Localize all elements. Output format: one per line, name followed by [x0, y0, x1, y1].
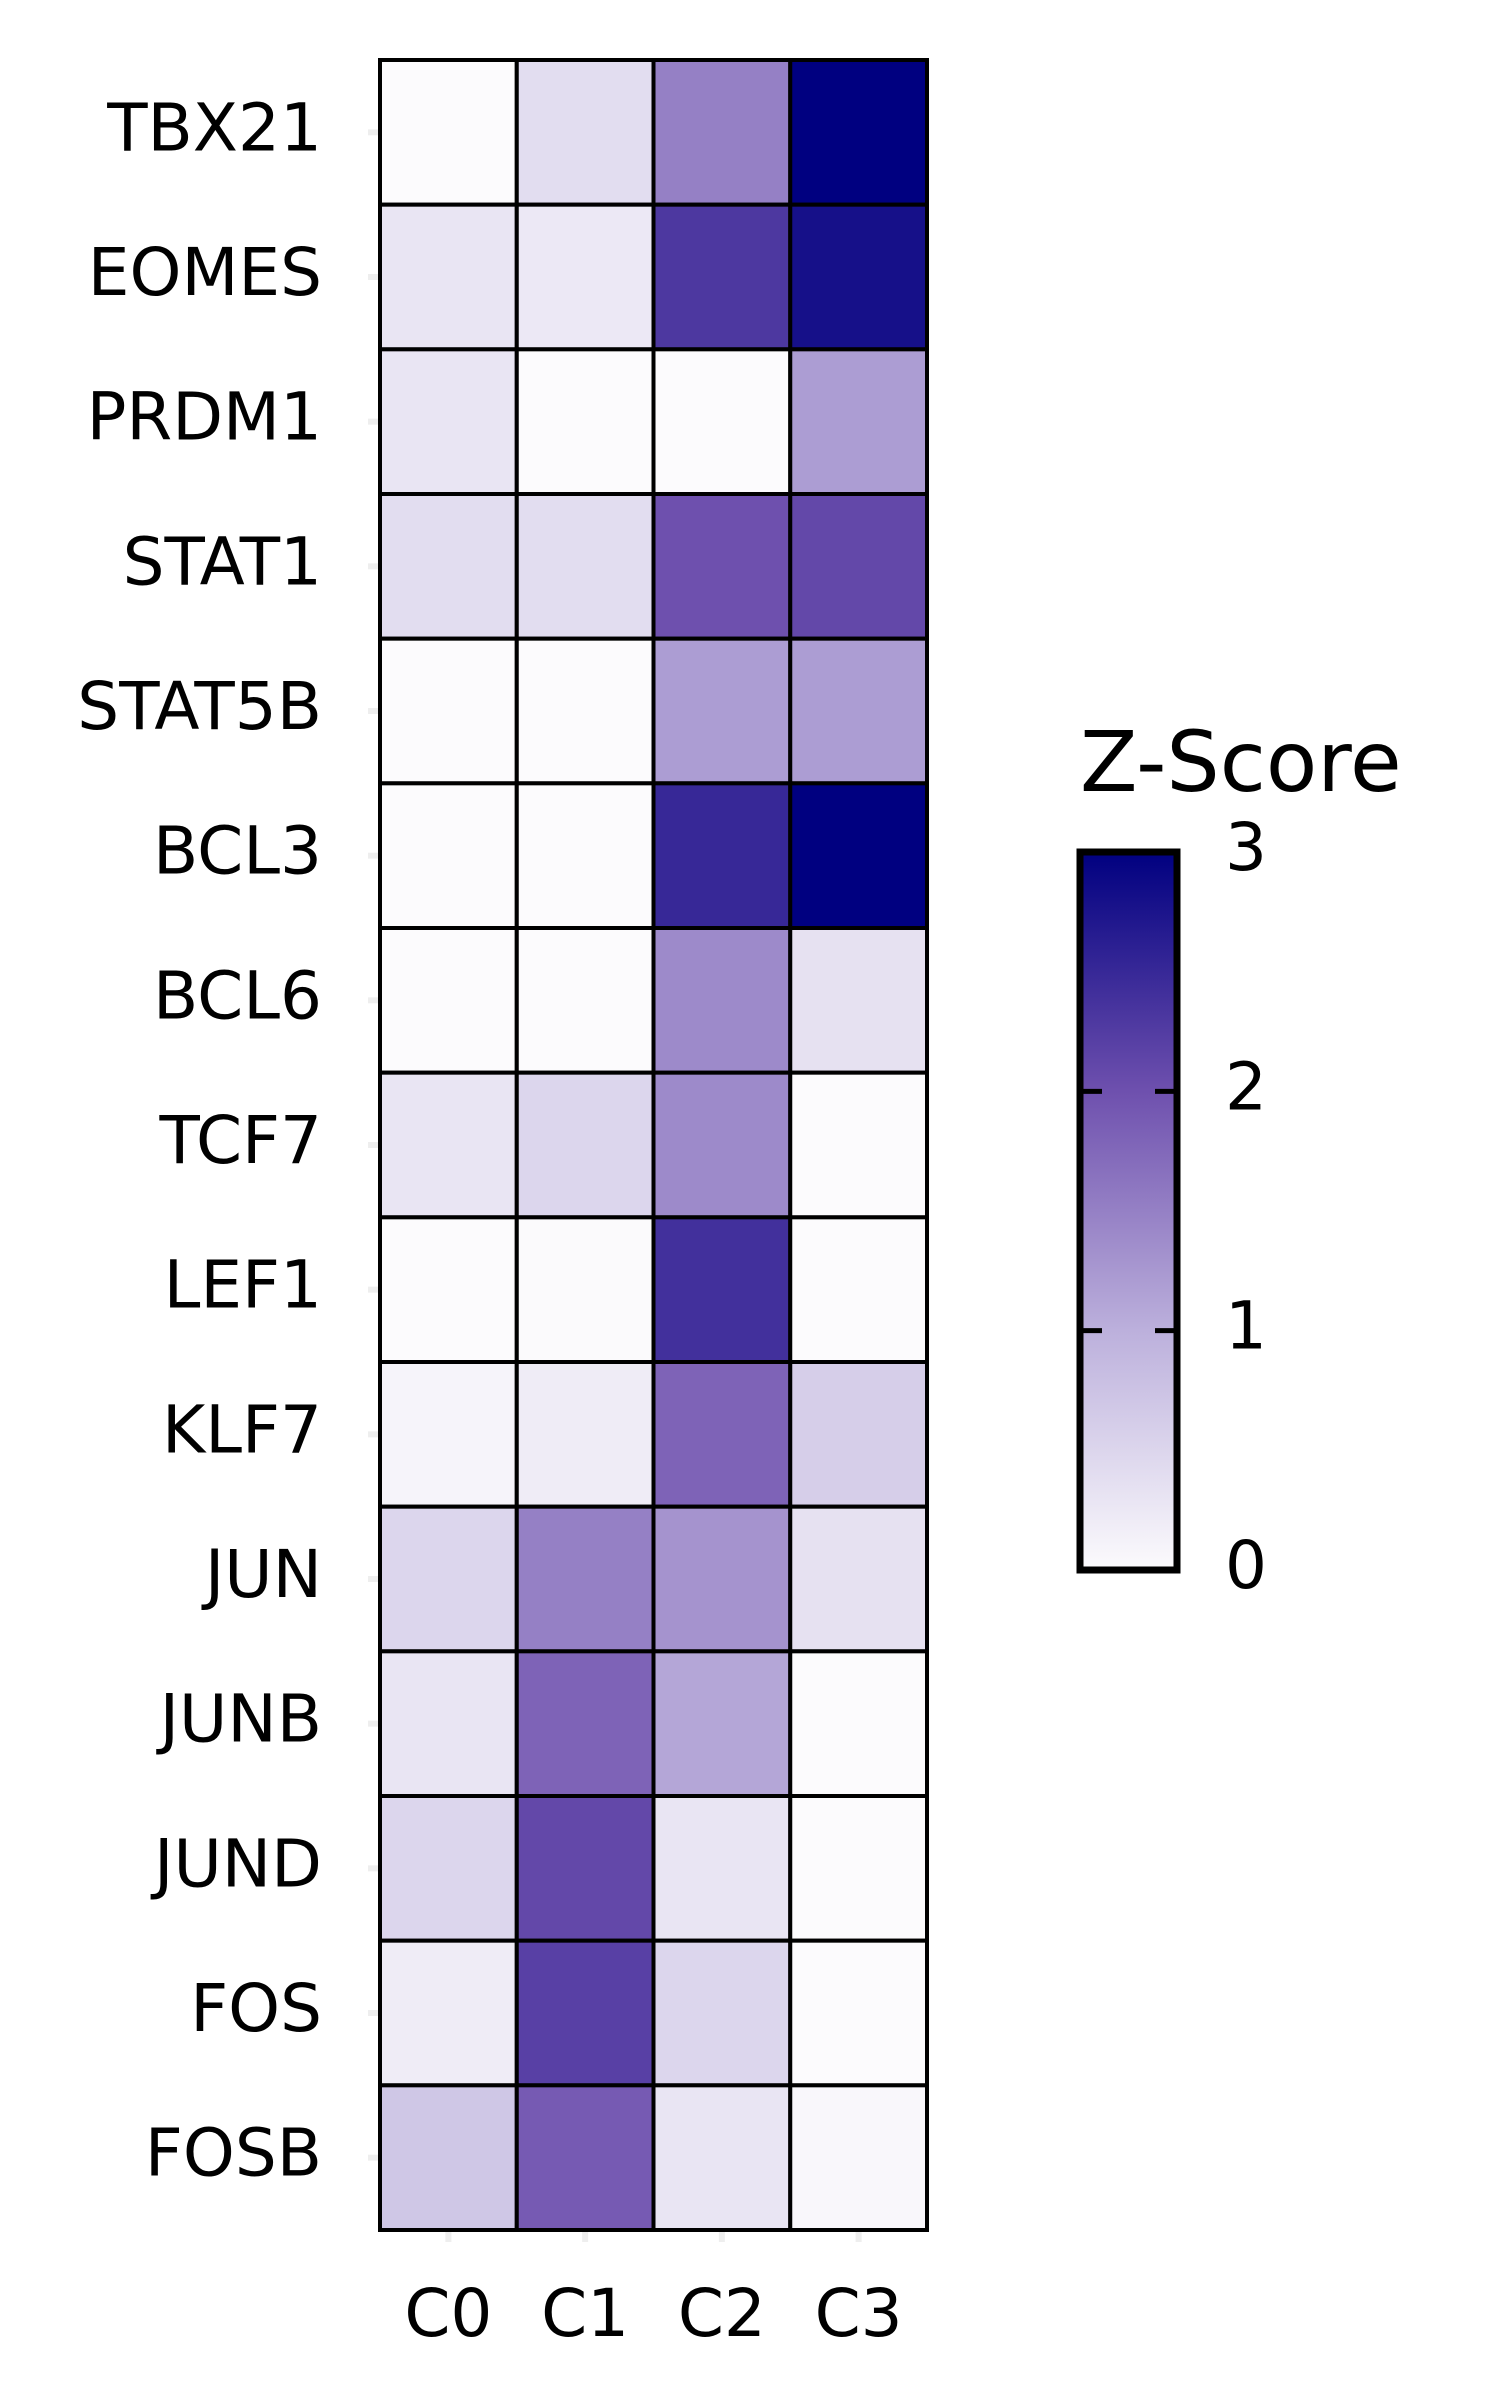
heatmap-cell	[378, 926, 519, 1075]
heatmap-cell	[788, 58, 929, 207]
heatmap-cell	[651, 347, 793, 497]
y-tick-label: BCL6	[153, 957, 322, 1034]
heatmap-cell	[378, 202, 519, 352]
heatmap-cell	[788, 926, 929, 1075]
y-tick-label: BCL3	[153, 813, 322, 890]
heatmap-cell	[514, 1504, 656, 1654]
heatmap-cell	[514, 1794, 656, 1943]
heatmap-cell	[514, 1938, 656, 2088]
colorbar-tick-label: 2	[1225, 1048, 1267, 1125]
heatmap-cell	[514, 1070, 656, 1220]
heatmap-cell	[378, 58, 519, 207]
y-tick-label: KLF7	[162, 1391, 322, 1468]
heatmap-cell	[514, 58, 656, 207]
heatmap-cell	[514, 202, 656, 352]
heatmap-cell	[651, 1938, 793, 2088]
heatmap-cell	[651, 636, 793, 786]
y-tick-label: FOSB	[145, 2115, 322, 2192]
y-tick-label: PRDM1	[87, 379, 322, 456]
x-tick-label: C2	[678, 2275, 766, 2352]
colorbar-tick-label: 3	[1225, 809, 1267, 886]
y-tick-label: EOMES	[88, 234, 322, 311]
x-tick-label: C3	[815, 2275, 903, 2352]
y-tick-label: STAT1	[123, 523, 322, 600]
heatmap-cell	[788, 1794, 929, 1943]
heatmap-cell	[378, 1794, 519, 1943]
heatmap-cell	[788, 1360, 929, 1509]
x-tick-label: C0	[404, 2275, 492, 2352]
heatmap-cell	[514, 1649, 656, 1799]
heatmap-cell	[514, 636, 656, 786]
heatmap-cell	[514, 781, 656, 930]
y-tick-label: TCF7	[159, 1102, 323, 1179]
colorbar-frame	[1076, 848, 1181, 1574]
heatmap-cell	[788, 347, 929, 497]
heatmap-cell	[378, 492, 519, 641]
heatmap-cell	[378, 636, 519, 786]
heatmap-cell	[378, 347, 519, 497]
heatmap-cell	[788, 1070, 929, 1220]
colorbar-tick-label: 0	[1225, 1527, 1267, 1604]
heatmap-cell	[651, 2083, 793, 2232]
heatmap-cell	[378, 1938, 519, 2088]
heatmap-cell	[514, 1360, 656, 1509]
heatmap-cell	[651, 1070, 793, 1220]
heatmap-cell	[788, 781, 929, 930]
y-tick-label: JUNB	[156, 1681, 322, 1758]
heatmap-cell	[788, 1215, 929, 1365]
heatmap-cell	[514, 347, 656, 497]
y-tick-label: JUND	[150, 1825, 322, 1902]
heatmap-cell	[378, 2083, 519, 2232]
heatmap-cell	[378, 1360, 519, 1509]
heatmap-cell	[514, 492, 656, 641]
heatmap-cell	[651, 1360, 793, 1509]
heatmap-cell	[651, 781, 793, 930]
heatmap-cell	[788, 2083, 929, 2232]
heatmap-cell	[378, 1070, 519, 1220]
heatmap-cell	[788, 636, 929, 786]
heatmap-frame	[378, 58, 929, 2232]
heatmap-cell	[378, 1649, 519, 1799]
heatmap-cell	[651, 492, 793, 641]
heatmap-cell	[651, 1649, 793, 1799]
heatmap-cell	[514, 926, 656, 1075]
heatmap-cell	[788, 1649, 929, 1799]
colorbar-title: Z-Score	[1080, 713, 1402, 811]
heatmap-cell	[651, 1794, 793, 1943]
heatmap-cell	[378, 1215, 519, 1365]
colorbar	[1080, 852, 1177, 1570]
y-tick-label: LEF1	[164, 1247, 322, 1324]
heatmap-cell	[514, 2083, 656, 2232]
y-tick-label: FOS	[190, 1970, 322, 2047]
heatmap-cell	[651, 202, 793, 352]
colorbar-tick-label: 1	[1225, 1288, 1267, 1365]
heatmap-cell	[788, 1938, 929, 2088]
heatmap-cell	[788, 492, 929, 641]
heatmap-cell	[651, 1504, 793, 1654]
heatmap-cell	[651, 1215, 793, 1365]
x-tick-label: C1	[541, 2275, 629, 2352]
y-tick-label: TBX21	[106, 89, 322, 166]
heatmap-cell	[788, 1504, 929, 1654]
y-tick-label: STAT5B	[77, 668, 322, 745]
heatmap-cell	[788, 202, 929, 352]
heatmap-cell	[651, 58, 793, 207]
y-tick-label: JUN	[201, 1536, 322, 1613]
heatmap-cell	[651, 926, 793, 1075]
heatmap-cell	[378, 781, 519, 930]
heatmap-cell	[378, 1504, 519, 1654]
heatmap-cell	[514, 1215, 656, 1365]
